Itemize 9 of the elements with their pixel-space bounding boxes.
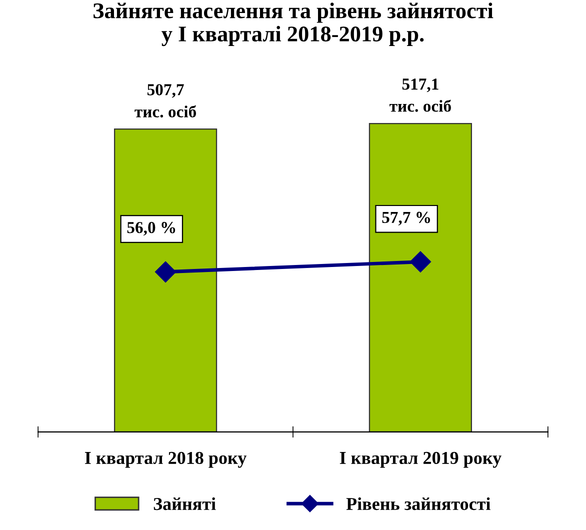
legend-label: Зайняті — [154, 497, 216, 510]
chart-title: Зайняте населення та рівень зайнятості у І кварталі 2018-2019 р.р. — [94, 2, 494, 46]
data-label: 56,0 % — [127, 222, 176, 236]
data-label: 507,7 тис. осіб — [134, 84, 196, 118]
data-label: 57,7 % — [382, 212, 430, 226]
x-tick-label: І квартал 2018 року — [84, 452, 247, 468]
x-tick-label: І квартал 2019 року — [340, 452, 502, 468]
data-label: 517,1 тис. осіб — [390, 78, 451, 112]
legend-label: Рівень зайнятості — [346, 497, 490, 510]
